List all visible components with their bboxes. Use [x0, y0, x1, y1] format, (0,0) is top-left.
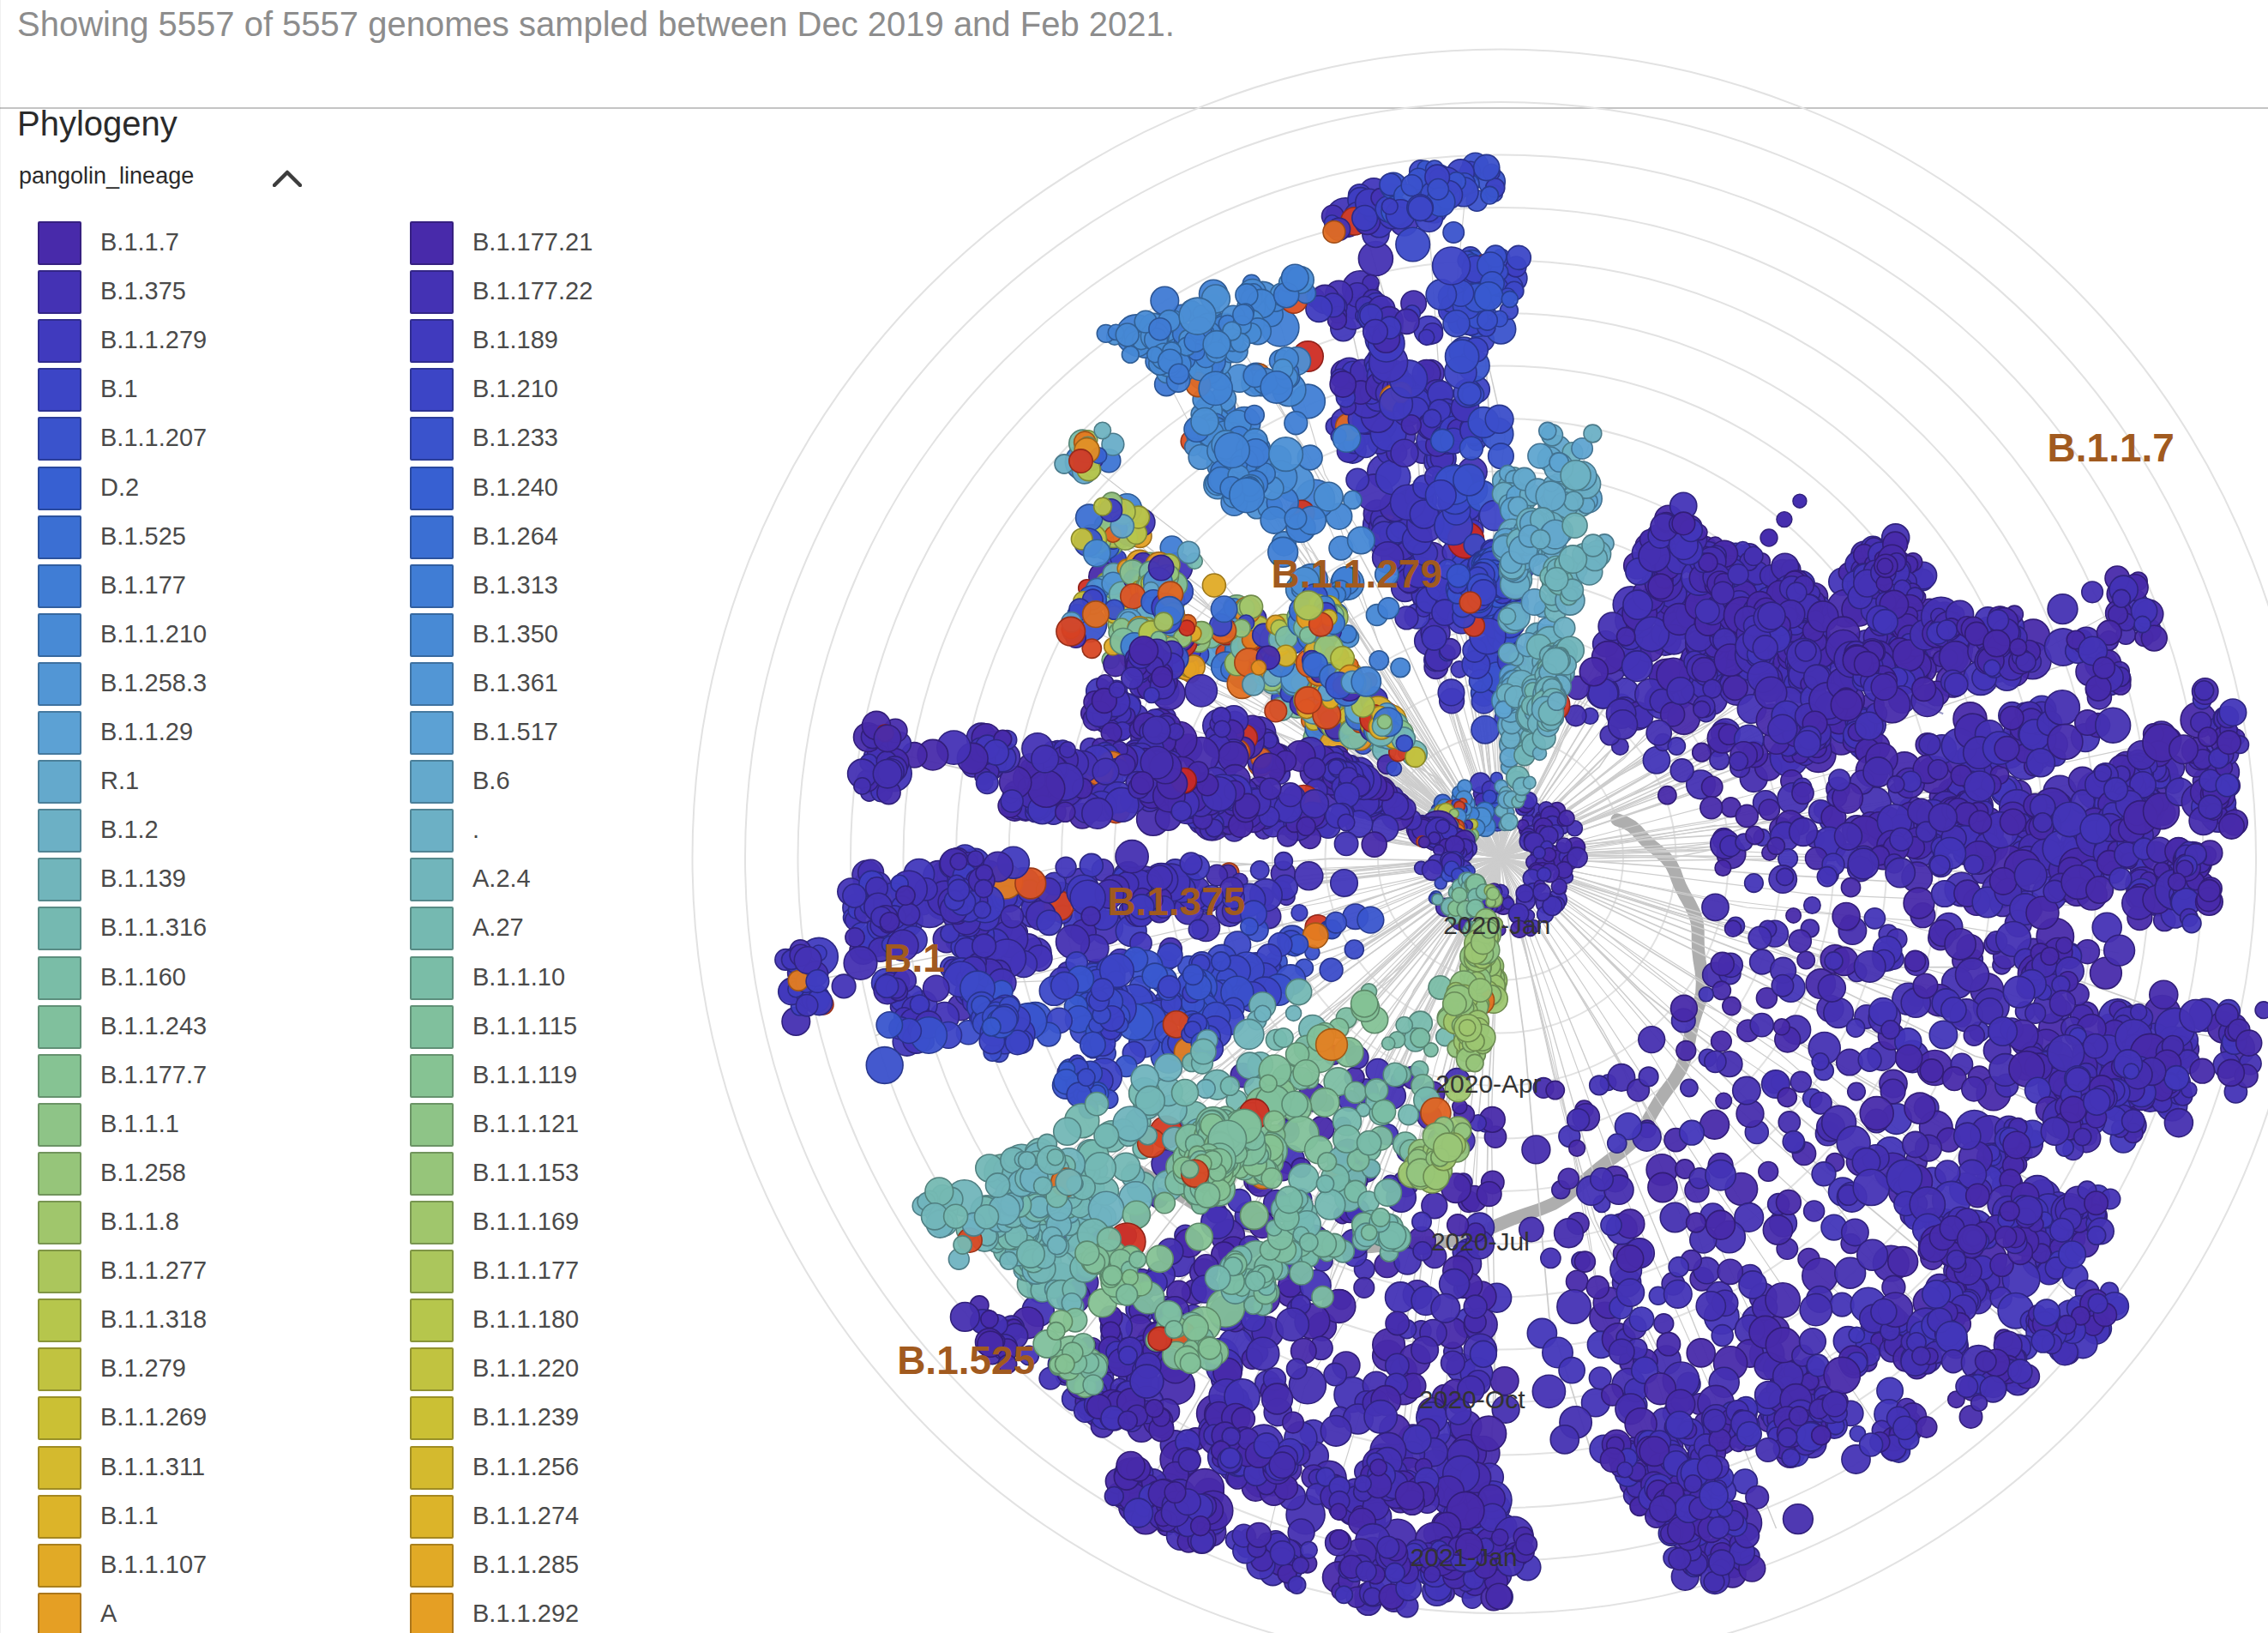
svg-text:2021-Jan: 2021-Jan [1411, 1543, 1518, 1571]
svg-text:2020-Oct: 2020-Oct [1419, 1385, 1525, 1413]
svg-text:2020-Jan: 2020-Jan [1443, 911, 1550, 939]
svg-text:B.1.525: B.1.525 [897, 1338, 1035, 1383]
svg-text:B.1.1.279: B.1.1.279 [1272, 551, 1442, 596]
svg-text:B.1: B.1 [883, 936, 945, 980]
svg-text:2020-Apr: 2020-Apr [1435, 1070, 1541, 1098]
svg-text:B.1.1.7: B.1.1.7 [2048, 425, 2175, 470]
svg-text:B.1.375: B.1.375 [1107, 879, 1245, 924]
svg-text:2020-Jul: 2020-Jul [1431, 1227, 1530, 1256]
